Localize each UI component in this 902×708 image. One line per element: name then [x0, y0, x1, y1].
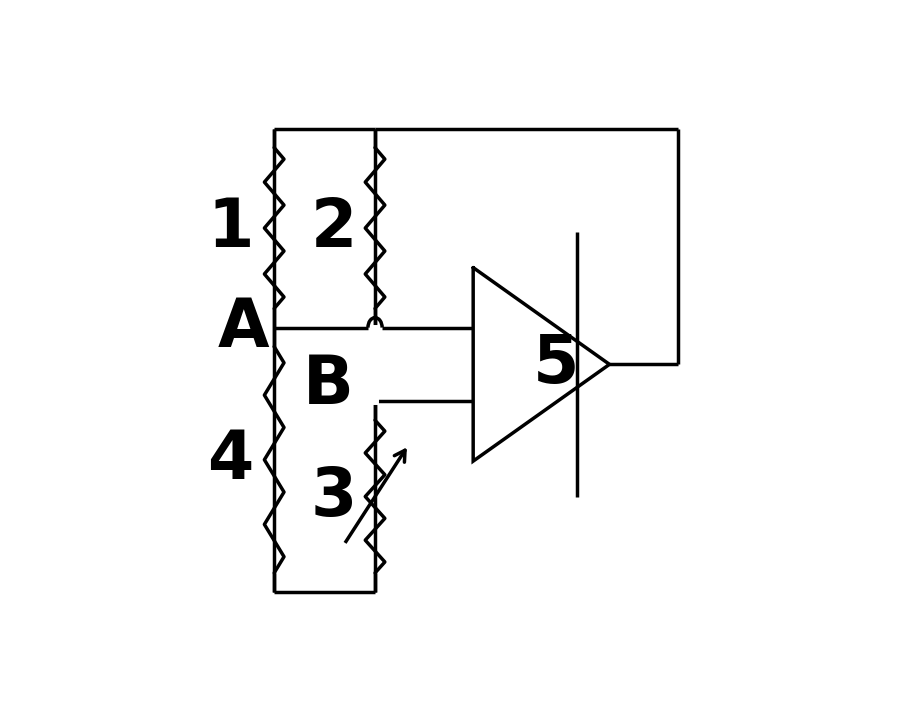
Text: 3: 3 [311, 464, 357, 530]
Text: A: A [217, 295, 269, 360]
Text: 4: 4 [207, 427, 253, 493]
Text: 1: 1 [207, 195, 253, 261]
Text: 5: 5 [532, 331, 579, 397]
Text: 2: 2 [311, 195, 357, 261]
Text: B: B [303, 352, 354, 418]
